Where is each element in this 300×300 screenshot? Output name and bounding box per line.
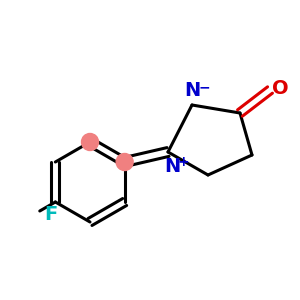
Text: N: N xyxy=(184,82,200,100)
Text: N: N xyxy=(164,157,180,175)
Circle shape xyxy=(82,134,98,151)
Text: −: − xyxy=(198,80,210,94)
Circle shape xyxy=(116,154,133,170)
Text: O: O xyxy=(272,79,288,98)
Text: +: + xyxy=(177,155,189,169)
Text: F: F xyxy=(44,205,57,224)
